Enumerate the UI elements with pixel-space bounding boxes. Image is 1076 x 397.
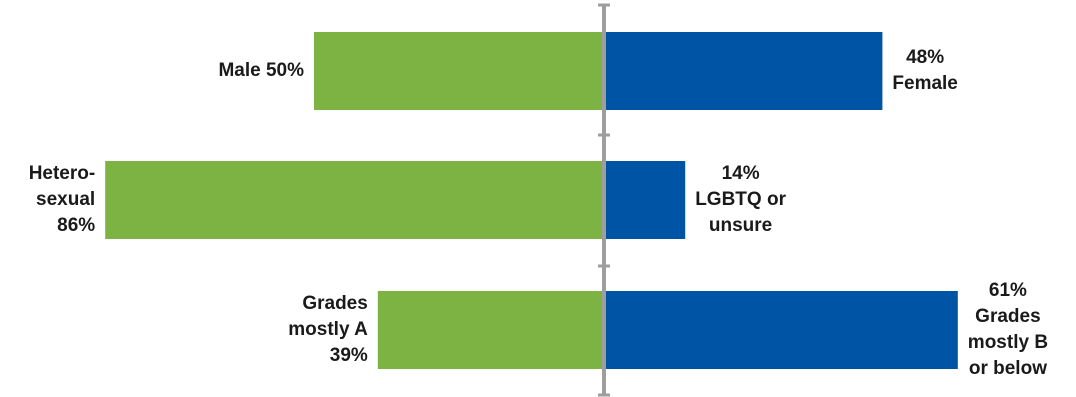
- bar-label-left-2: Grades mostly A 39%: [288, 291, 368, 369]
- bar-label-right-1-line-1: LGBTQ or: [695, 189, 786, 210]
- bar-label-right-2-line-2: mostly B: [967, 332, 1049, 353]
- bar-label-right-2-line-1: Grades: [975, 306, 1041, 327]
- bar-label-right-1-line-2: unsure: [708, 215, 773, 236]
- bar-label-left-0-line-0: Male 50%: [218, 60, 304, 81]
- bar-label-right-2-line-0: 61%: [988, 280, 1027, 301]
- bar-left-1: [105, 161, 604, 239]
- center-axis: [598, 3, 610, 397]
- bar-label-right-1-line-0: 14%: [721, 163, 760, 184]
- bar-label-left-2-line-0: Grades: [302, 293, 368, 314]
- bar-label-left-1-line-0: Hetero-: [28, 163, 96, 184]
- bar-left-2: [377, 291, 604, 369]
- bar-label-right-0-line-1: Female: [892, 73, 958, 94]
- bar-label-right-0-line-0: 48%: [906, 47, 945, 68]
- bar-label-right-0: 48% Female: [892, 45, 957, 97]
- bar-label-right-2-line-3: or below: [968, 358, 1047, 379]
- bar-label-right-1: 14% LGBTQ or unsure: [695, 161, 786, 239]
- bar-label-right-2: 61% Grades mostly B or below: [968, 278, 1048, 382]
- bar-label-left-1-line-1: sexual: [36, 189, 96, 210]
- bar-label-left-1: Hetero-sexual 86%: [29, 161, 96, 239]
- bar-label-left-1-line-2: 86%: [57, 215, 96, 236]
- bar-label-left-0: Male 50%: [218, 58, 304, 84]
- bar-label-left-2-line-1: mostly A: [288, 319, 368, 340]
- bar-right-0: [604, 32, 883, 110]
- bar-right-1: [604, 161, 686, 239]
- bar-right-2: [604, 291, 958, 369]
- bar-label-left-2-line-2: 39%: [329, 345, 368, 366]
- bars-group: [105, 32, 958, 369]
- bar-left-0: [314, 32, 604, 110]
